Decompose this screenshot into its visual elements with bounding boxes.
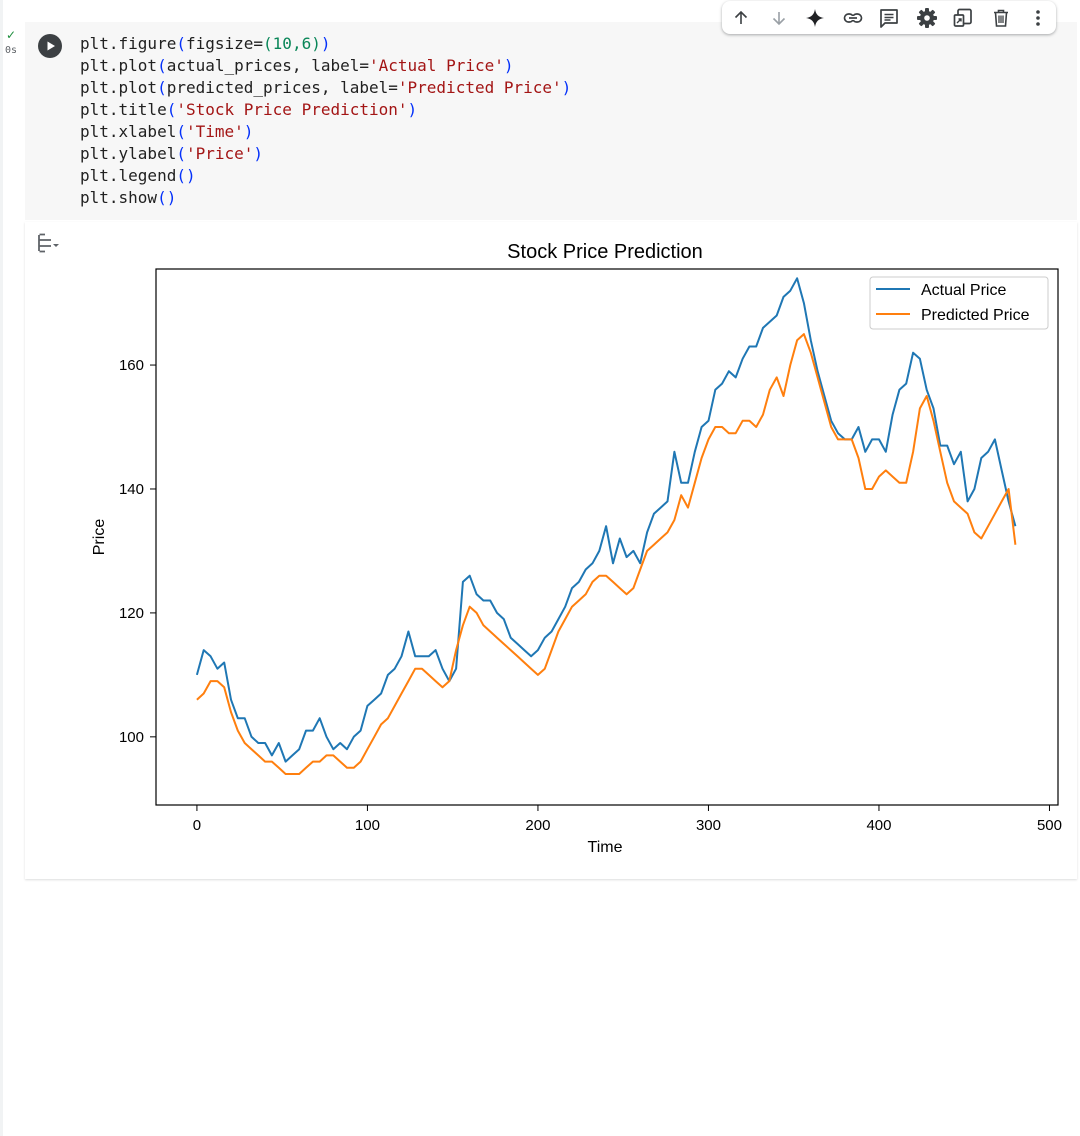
copy-link-button[interactable] (840, 5, 866, 31)
cell-toolbar (722, 1, 1056, 34)
series-line-actual (195, 277, 1017, 763)
code-token: ) (561, 78, 572, 97)
legend-frame (869, 276, 1049, 330)
code-token: actual_prices, label= (166, 56, 369, 75)
y-tick-label: 100 (119, 729, 144, 746)
code-token: ) (311, 34, 321, 53)
code-token: 'Actual Price' (369, 56, 504, 75)
cell-output-area (25, 222, 1077, 879)
execution-status-check-icon: ✓ (6, 28, 17, 42)
code-token: ( (176, 34, 186, 53)
code-token: 'Predicted Price' (397, 78, 562, 97)
code-token: ( (166, 100, 177, 119)
arrow-down-icon (772, 12, 786, 26)
code-token: ) (253, 144, 264, 163)
output-actions-button[interactable] (36, 231, 62, 255)
x-tick-label: 0 (193, 817, 201, 834)
more-vert-icon (1036, 10, 1040, 26)
x-tick-label: 100 (355, 817, 380, 834)
code-token: plt.plot (80, 78, 158, 97)
code-token: 10,6 (272, 34, 312, 53)
code-token: ( (157, 78, 167, 97)
add-comment-button[interactable] (876, 5, 902, 31)
arrow-up-icon (734, 10, 748, 24)
legend: Actual Price Predicted Price (869, 276, 1049, 330)
code-token: plt.plot (80, 56, 158, 75)
code-line: plt.ylabel('Price') (80, 144, 263, 163)
code-line: plt.title('Stock Price Prediction') (80, 100, 417, 119)
mirror-cell-button[interactable] (950, 5, 976, 31)
code-cell-editor[interactable] (25, 22, 1077, 220)
y-tick-label: 140 (119, 481, 144, 498)
code-token: ) (320, 34, 331, 53)
x-tick-label: 200 (525, 817, 550, 834)
comment-icon (880, 9, 898, 28)
move-cell-down-button[interactable] (766, 5, 792, 31)
trash-icon (994, 9, 1008, 27)
code-token: 'Time' (185, 122, 244, 141)
code-token: ( (176, 122, 186, 141)
stock-price-chart: Stock Price Prediction 0 100 200 300 400 500 1… (91, 241, 1062, 856)
code-line: plt.figure(figsize=(10,6)) (80, 34, 330, 53)
mirror-cell-icon (953, 8, 972, 27)
x-tick-label: 500 (1037, 817, 1062, 834)
code-token: ) (243, 122, 254, 141)
code-token: plt.ylabel (80, 144, 177, 163)
code-token: figsize= (185, 34, 264, 53)
code-token: plt.legend (80, 166, 177, 185)
legend-label-predicted: Predicted Price (921, 307, 1030, 324)
code-line: plt.xlabel('Time') (80, 122, 253, 141)
code-token: predicted_prices, label= (166, 78, 398, 97)
move-cell-up-button[interactable] (728, 5, 754, 31)
gear-icon (917, 8, 937, 28)
play-icon (47, 41, 55, 51)
code-token: ( (176, 144, 186, 163)
y-tick-label: 120 (119, 605, 144, 622)
code-text[interactable]: plt.figure(figsize=(10,6)) plt.plot(actu… (80, 33, 571, 209)
code-token: plt.figure (80, 34, 177, 53)
notebook-gutter (0, 0, 3, 1136)
output-actions-icon (38, 233, 59, 253)
x-tick-label: 300 (696, 817, 721, 834)
code-token: plt.title (80, 100, 167, 119)
chart-lines (195, 277, 1017, 775)
code-line: plt.legend() (80, 166, 196, 185)
code-token: plt.xlabel (80, 122, 177, 141)
chart-ticks: 0 100 200 300 400 500 100 120 140 160 (119, 357, 1062, 834)
delete-cell-button[interactable] (988, 5, 1014, 31)
code-line: plt.show() (80, 188, 176, 207)
series-line-predicted (196, 333, 1017, 775)
y-tick-label: 160 (119, 357, 144, 374)
code-token: ) (503, 56, 514, 75)
gemini-button[interactable] (802, 5, 828, 31)
code-token: ( (157, 56, 167, 75)
legend-label-actual: Actual Price (921, 282, 1006, 299)
code-token: 'Stock Price Prediction' (176, 100, 408, 119)
cell-settings-button[interactable] (914, 5, 940, 31)
code-token: 'Price' (185, 144, 254, 163)
code-token: ) (407, 100, 418, 119)
more-actions-button[interactable] (1025, 5, 1051, 31)
execution-time: 0s (5, 45, 18, 56)
sparkle-icon (806, 9, 824, 27)
y-axis-label: Price (91, 519, 108, 556)
code-line: plt.plot(predicted_prices, label='Predic… (80, 78, 571, 97)
code-token: ( (263, 34, 273, 53)
link-icon (843, 13, 863, 23)
code-token: () (176, 166, 196, 185)
code-line: plt.plot(actual_prices, label='Actual Pr… (80, 56, 514, 75)
x-axis-label: Time (588, 839, 623, 856)
code-token: () (157, 188, 177, 207)
x-tick-label: 400 (866, 817, 891, 834)
plot-frame (155, 268, 1059, 806)
code-token: plt.show (80, 188, 158, 207)
run-cell-button[interactable] (38, 34, 62, 58)
chart-title: Stock Price Prediction (507, 241, 703, 263)
